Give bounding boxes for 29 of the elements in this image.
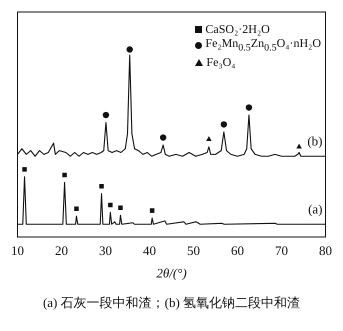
x-tick-label: 70 (275, 243, 288, 258)
point (150, 208, 154, 213)
point (206, 136, 212, 141)
point (102, 112, 110, 118)
annotation: (b) (307, 134, 322, 149)
legend-label: Fe₃O₄ (206, 55, 236, 70)
point (246, 104, 252, 111)
x-tick-label: 30 (99, 243, 112, 258)
point (296, 144, 302, 148)
point (220, 121, 228, 128)
x-tick-label: 50 (187, 243, 200, 258)
annotation: (a) (308, 202, 322, 217)
legend-label: Fe₂Mn$_{0.5}$Zn$_{0.5}$O₄·nH₂O (205, 36, 321, 56)
text: (a) 石灰一段中和渣；(b) 氢氧化钠二段中和渣 (42, 294, 302, 312)
x-tick-label: 80 (319, 243, 332, 258)
x-tick-label: 60 (231, 243, 244, 258)
point (126, 46, 133, 53)
point (22, 167, 27, 172)
point (62, 172, 67, 178)
x-tick-label: 40 (143, 243, 156, 258)
point (99, 184, 104, 188)
x-tick-label: 10 (11, 243, 24, 258)
point (160, 134, 166, 141)
point (74, 206, 79, 211)
x-axis-title: 2θ/(°) (156, 266, 187, 281)
legend-label: CaSO₂·2H₂O (205, 22, 270, 36)
x-tick-label: 20 (55, 243, 68, 258)
point (108, 202, 113, 208)
point (118, 206, 123, 210)
